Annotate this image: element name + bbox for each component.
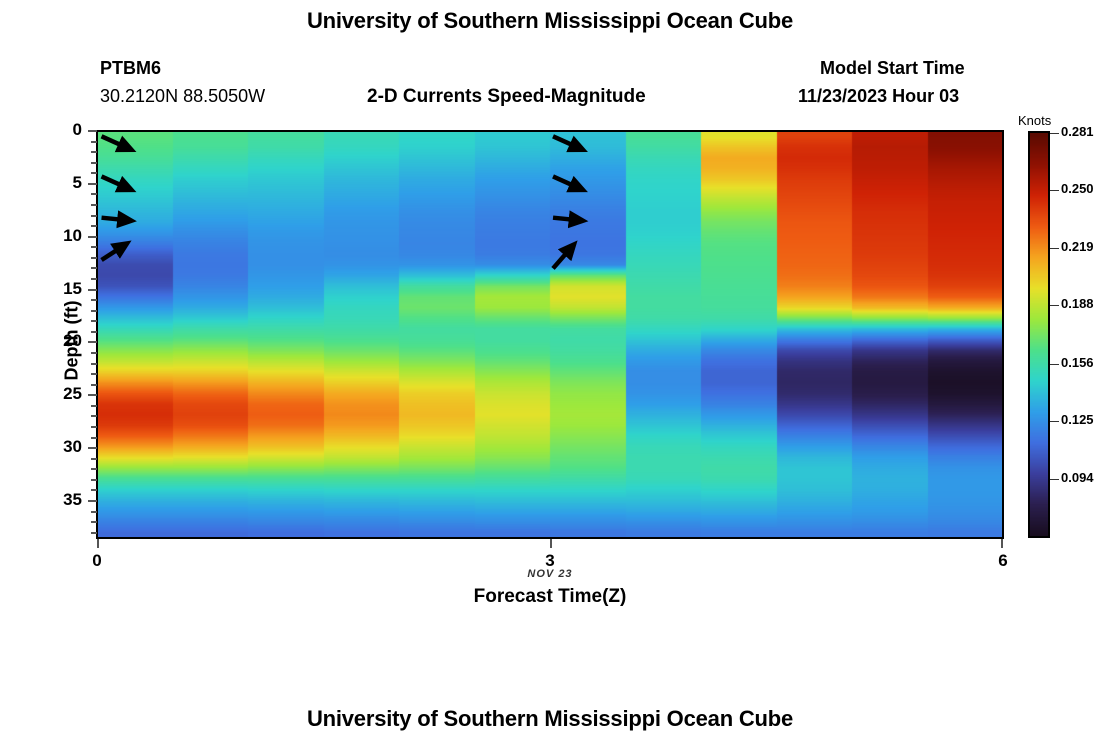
y-axis-tick-minor	[91, 309, 97, 312]
y-axis-tick-major	[88, 182, 97, 185]
y-axis-tick-minor	[91, 151, 97, 154]
x-axis-tick	[550, 539, 552, 548]
y-axis-tick-minor	[91, 415, 97, 418]
model-start-time-label: Model Start Time	[820, 58, 965, 78]
y-axis-tick-minor	[91, 320, 97, 323]
y-axis-tick-minor	[91, 299, 97, 302]
y-axis-tick-minor	[91, 426, 97, 428]
colorbar-tick	[1050, 364, 1059, 365]
y-axis-tick-minor	[91, 161, 97, 164]
colorbar-gradient	[1030, 133, 1048, 536]
colorbar-tick	[1050, 133, 1059, 134]
y-axis-tick-minor	[91, 352, 97, 354]
y-axis-tick-minor	[91, 193, 97, 196]
y-axis-tick-minor	[91, 457, 97, 460]
y-axis-tick-minor	[91, 278, 97, 280]
y-axis-tick-major	[88, 447, 97, 450]
y-axis-tick-label: 15	[63, 278, 82, 298]
y-axis-tick-minor	[91, 436, 97, 439]
y-axis-tick-minor	[91, 489, 97, 492]
y-axis-tick-major	[88, 341, 97, 344]
y-axis-tick-minor	[91, 172, 97, 175]
colorbar-tick	[1050, 421, 1059, 422]
colorbar-tick	[1050, 305, 1059, 306]
heatmap-canvas	[97, 131, 1003, 538]
y-axis-tick-label: 0	[72, 120, 82, 139]
page-title: University of Southern Mississippi Ocean…	[306, 8, 794, 33]
x-axis-tick	[1001, 539, 1003, 548]
y-axis-tick-label: 20	[63, 331, 82, 351]
y-axis-tick-minor	[91, 214, 97, 217]
colorbar-tick-label: 0.281	[1061, 124, 1094, 139]
y-axis-tick-minor	[91, 225, 97, 228]
y-axis-tick-label: 5	[72, 172, 82, 192]
y-axis-tick-minor	[91, 383, 97, 386]
model-start-time-value: 11/23/2023 Hour 03	[798, 86, 960, 106]
x-axis-title: Forecast Time(Z)	[473, 586, 627, 607]
x-axis-tick	[97, 539, 99, 548]
footer-title: University of Southern Mississippi Ocean…	[306, 706, 794, 731]
y-axis-tick-major	[88, 288, 97, 291]
y-axis-tick-minor	[91, 510, 97, 513]
y-axis-tick-minor	[91, 478, 97, 481]
y-axis-tick-major	[88, 394, 97, 397]
y-axis-tick-minor	[91, 404, 97, 407]
y-axis-tick-minor	[91, 373, 97, 376]
y-axis-tick-major	[88, 235, 97, 238]
y-axis-tick-minor	[91, 204, 97, 206]
y-axis-tick-minor	[91, 468, 97, 471]
colorbar-title: Knots	[1018, 113, 1052, 128]
colorbar-tick	[1050, 248, 1059, 249]
x-axis-tick-label: 3	[545, 551, 555, 570]
station-coordinates-label: 30.2120N 88.5050W	[100, 86, 266, 106]
y-axis-tick-minor	[91, 531, 97, 534]
y-axis-tick-minor	[91, 140, 97, 143]
y-axis-tick-label: 25	[63, 384, 82, 404]
y-axis-tick-minor	[91, 521, 97, 524]
colorbar-tick-label: 0.094	[1061, 470, 1094, 485]
y-axis-title: Depth (ft)	[61, 300, 82, 381]
y-axis-tick-label: 30	[63, 437, 82, 457]
colorbar	[1028, 131, 1050, 538]
y-axis-tick-label: 10	[63, 225, 82, 245]
y-axis-tick-minor	[91, 267, 97, 270]
y-axis-tick-label: 35	[63, 490, 82, 509]
colorbar-tick	[1050, 190, 1059, 191]
colorbar-tick-label: 0.188	[1061, 296, 1094, 311]
y-axis-tick-major	[88, 500, 97, 502]
colorbar-tick-label: 0.219	[1061, 239, 1094, 254]
x-axis-tick-label: 0	[92, 551, 102, 570]
y-axis-tick-minor	[91, 246, 97, 249]
colorbar-tick-label: 0.250	[1061, 181, 1094, 196]
y-axis-tick-major	[88, 130, 97, 132]
y-axis-tick-minor	[91, 256, 97, 259]
colorbar-tick-label: 0.156	[1061, 355, 1094, 370]
y-axis-tick-minor	[91, 330, 97, 333]
x-axis-date-label: NOV 23	[527, 568, 573, 580]
heatmap-plot-area	[97, 131, 1003, 538]
colorbar-tick	[1050, 479, 1059, 480]
colorbar-tick-label: 0.125	[1061, 412, 1094, 427]
y-axis-tick-minor	[91, 362, 97, 365]
station-id-label: PTBM6	[100, 58, 162, 78]
x-axis-tick-label: 6	[998, 551, 1008, 570]
plot-subtitle: 2-D Currents Speed-Magnitude	[367, 86, 646, 107]
